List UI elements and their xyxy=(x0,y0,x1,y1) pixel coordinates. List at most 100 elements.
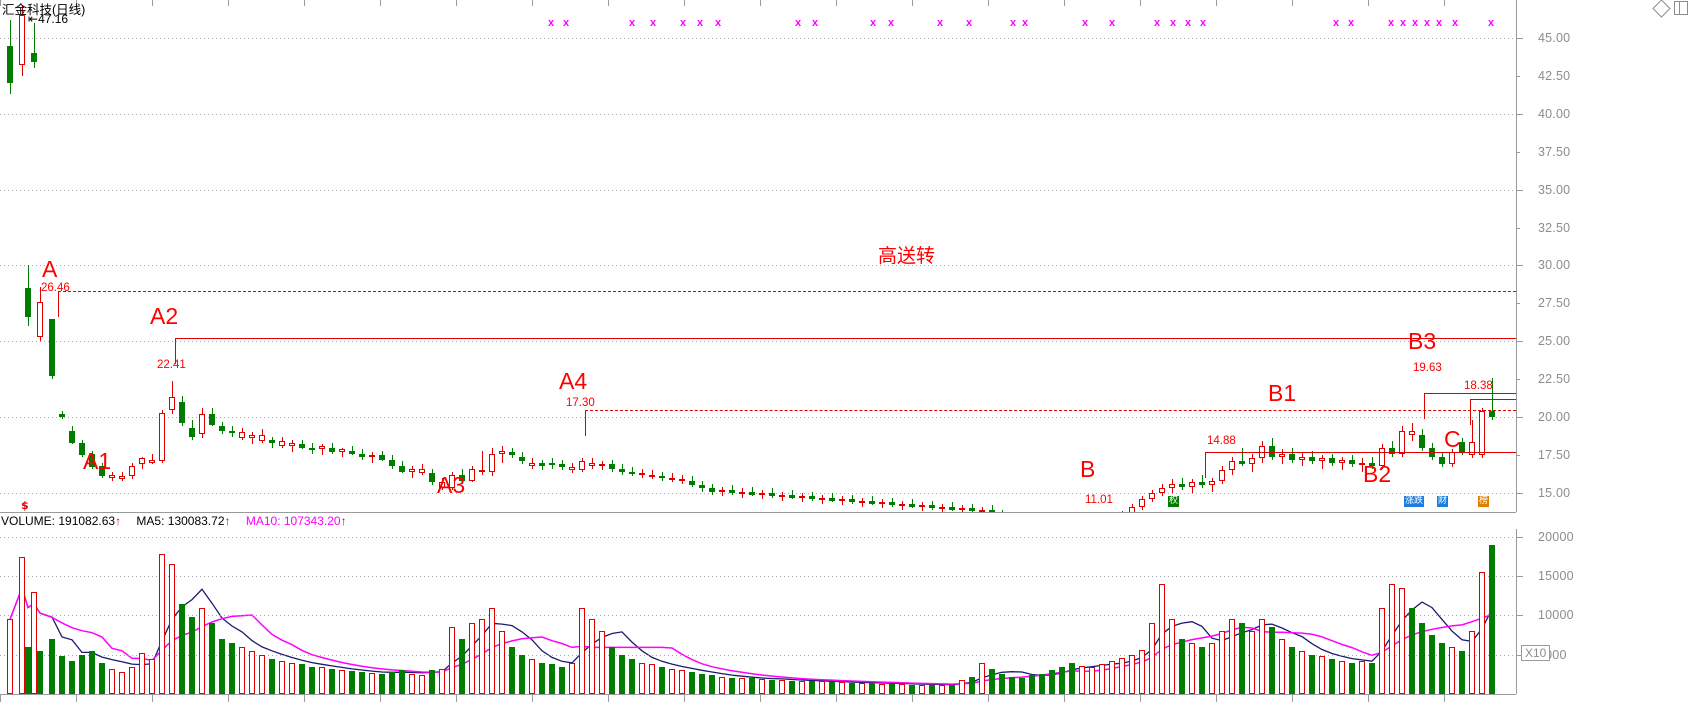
candle-body xyxy=(1219,470,1225,481)
candle-body xyxy=(179,402,185,424)
axis-tick xyxy=(1516,152,1520,153)
candlestick xyxy=(119,471,125,481)
candlestick xyxy=(489,447,495,477)
candle-body xyxy=(979,509,985,512)
badge-bang[interactable]: 榜 xyxy=(1478,496,1490,507)
dividend-marker-icon: x xyxy=(548,17,555,29)
label-B1: B1 xyxy=(1268,380,1297,406)
candle-body xyxy=(769,493,775,497)
pane-icon-group[interactable] xyxy=(1652,0,1688,18)
ruler-tick xyxy=(988,695,989,702)
volume-bar xyxy=(1089,667,1095,694)
candle-body xyxy=(389,459,395,466)
volume-axis-label: 15000 xyxy=(1538,569,1574,583)
volume-bar xyxy=(179,603,185,694)
candlestick xyxy=(639,468,645,478)
badge-quan[interactable]: 权 xyxy=(1168,496,1180,507)
candlestick xyxy=(249,432,255,445)
volume-pane[interactable]: VOLUME: 191082.63↑ MA5: 130083.72↑ MA10:… xyxy=(0,512,1694,712)
candle-body xyxy=(1159,488,1165,494)
ruler-tick xyxy=(608,0,609,6)
ruler-tick xyxy=(760,0,761,6)
volume-bar xyxy=(1149,623,1155,694)
volume-bar xyxy=(649,664,655,694)
candlestick xyxy=(49,319,55,380)
volume-plot-area[interactable] xyxy=(0,529,1516,694)
candle-body xyxy=(529,462,535,466)
candlestick xyxy=(99,462,105,478)
candlestick xyxy=(719,486,725,497)
candle-wick xyxy=(33,22,35,69)
candle-wick xyxy=(481,450,483,475)
candle-body xyxy=(279,441,285,446)
volume-bar xyxy=(859,683,865,694)
candlestick xyxy=(909,499,915,509)
candle-body xyxy=(579,461,585,471)
volume-bar xyxy=(419,675,425,694)
volume-bar xyxy=(519,654,525,694)
gridline xyxy=(0,341,1516,342)
candle-body xyxy=(899,503,905,506)
candlestick xyxy=(79,439,85,457)
volume-bar xyxy=(89,650,95,694)
candlestick xyxy=(89,450,95,469)
candle-body xyxy=(1399,430,1405,454)
candle-body xyxy=(659,476,665,479)
candlestick xyxy=(599,461,605,471)
volume-bar xyxy=(539,662,545,694)
label-C: C xyxy=(1444,426,1461,452)
price-17-30: 17.30 xyxy=(566,397,595,409)
volume-bar xyxy=(109,668,115,694)
candle-body xyxy=(629,471,635,474)
window-split-icon[interactable] xyxy=(1674,1,1688,15)
volume-bar xyxy=(1419,623,1425,694)
candlestick xyxy=(569,462,575,474)
volume-bar xyxy=(1319,656,1325,694)
candlestick xyxy=(1479,408,1485,459)
candlestick xyxy=(1119,511,1125,512)
candlestick xyxy=(199,408,205,439)
candle-body xyxy=(889,502,895,506)
label-A2: A2 xyxy=(150,303,179,329)
candle-wick xyxy=(321,444,323,456)
candlestick xyxy=(869,496,875,506)
candlestick xyxy=(419,464,425,475)
candlestick xyxy=(669,473,675,483)
candle-body xyxy=(929,505,935,509)
volume-bar xyxy=(1379,607,1385,694)
volume-bar xyxy=(499,631,505,694)
volume-header: VOLUME: 191082.63↑ MA5: 130083.72↑ MA10:… xyxy=(0,512,1694,528)
badge-cai[interactable]: 财 xyxy=(1437,496,1449,507)
volume-bar xyxy=(19,556,25,694)
dividend-marker-icon: x xyxy=(697,17,704,29)
candle-body xyxy=(639,473,645,476)
volume-bar xyxy=(249,650,255,694)
candle-wick xyxy=(981,506,983,512)
volume-bar xyxy=(1179,639,1185,694)
candle-body xyxy=(209,414,215,425)
candle-body xyxy=(1179,483,1185,487)
volume-bar xyxy=(1389,584,1395,694)
candle-body xyxy=(789,494,795,498)
ruler-tick xyxy=(1140,0,1141,6)
candlestick xyxy=(25,265,31,327)
price-axis-label: 27.50 xyxy=(1538,296,1571,310)
resistance-18-38 xyxy=(1470,399,1516,400)
candlestick xyxy=(969,503,975,512)
candle-body xyxy=(509,452,515,456)
axis-tick xyxy=(1516,38,1523,39)
candle-body xyxy=(329,447,335,453)
candlestick xyxy=(859,497,865,507)
axis-tick xyxy=(1516,379,1520,380)
candlestick xyxy=(1279,449,1285,465)
badge-dollar[interactable]: $ xyxy=(21,499,29,512)
candlestick xyxy=(1229,456,1235,475)
dividend-marker-icon: x xyxy=(1022,17,1029,29)
candle-body xyxy=(259,435,265,442)
candlestick xyxy=(479,450,485,475)
volume-bar xyxy=(809,681,815,694)
volume-bar xyxy=(819,681,825,694)
badge-zhangdie[interactable]: 涨跌 xyxy=(1404,496,1425,507)
